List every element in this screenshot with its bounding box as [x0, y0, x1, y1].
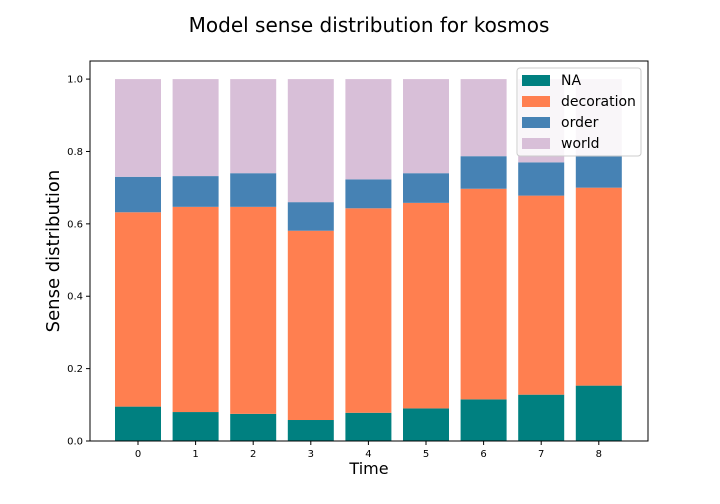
bar-NA-3	[287, 420, 334, 441]
legend-swatch-world	[522, 138, 550, 149]
bar-order-4	[345, 179, 392, 209]
bar-world-0	[115, 79, 161, 177]
bar-decoration-4	[345, 208, 392, 413]
bar-order-6	[460, 156, 507, 189]
y-tick-label: 0.0	[67, 437, 83, 448]
bar-order-3	[287, 202, 334, 231]
legend-label-world: world	[561, 136, 600, 152]
x-tick-label: 4	[365, 449, 371, 460]
plot-frame	[89, 60, 649, 442]
bar-decoration-3	[287, 230, 334, 421]
bar-NA-6	[460, 399, 507, 441]
axes-group: 0 1 2 3 4 5 6 7 8 0.0 0.2 0.4 0.6 0.8 1.0	[67, 60, 649, 460]
x-tick-label: 6	[480, 449, 486, 460]
y-tick-label: 0.4	[67, 292, 83, 303]
legend-label-NA: NA	[561, 73, 581, 89]
bar-order-5	[403, 173, 449, 203]
bar-world-2	[230, 79, 277, 174]
x-tick-label: 7	[538, 449, 544, 460]
bar-world-4	[345, 79, 392, 180]
x-tick-label: 0	[135, 449, 141, 460]
bar-order-7	[518, 162, 565, 196]
bar-NA-7	[518, 394, 565, 441]
y-tick-label: 0.6	[67, 219, 83, 230]
x-tick-label: 8	[596, 449, 602, 460]
x-axis-label: Time	[348, 459, 388, 478]
bar-NA-5	[403, 408, 449, 441]
bar-world-6	[460, 79, 507, 157]
x-tick-label: 2	[250, 449, 256, 460]
legend-swatch-NA	[522, 75, 550, 86]
y-tick-label: 0.8	[67, 147, 83, 158]
bar-NA-0	[115, 406, 161, 441]
bar-order-8	[575, 155, 622, 188]
legend-swatch-decoration	[522, 96, 550, 107]
bar-NA-4	[345, 412, 392, 441]
bar-decoration-8	[575, 187, 622, 386]
bar-decoration-6	[460, 188, 507, 400]
bar-world-3	[287, 79, 334, 203]
bar-decoration-5	[403, 202, 449, 409]
bar-order-2	[230, 173, 277, 207]
bar-world-5	[403, 79, 449, 174]
legend-box	[516, 67, 642, 157]
bar-NA-8	[575, 385, 622, 441]
bar-decoration-0	[115, 212, 161, 407]
bar-order-1	[172, 176, 219, 207]
x-tick-label: 3	[308, 449, 314, 460]
bar-NA-2	[230, 413, 277, 441]
legend-swatch-order	[522, 117, 550, 128]
chart-title: Model sense distribution for kosmos	[189, 13, 550, 37]
x-tick-label: 1	[192, 449, 198, 460]
legend-label-order: order	[561, 115, 599, 131]
bars-group	[115, 79, 622, 441]
bar-NA-1	[172, 412, 219, 441]
bar-decoration-2	[230, 206, 277, 414]
y-axis-label: Sense distribution	[43, 170, 64, 333]
bar-decoration-1	[172, 206, 219, 413]
bar-order-0	[115, 176, 161, 213]
bar-decoration-7	[518, 195, 565, 395]
bar-world-1	[172, 79, 219, 177]
legend-label-decoration: decoration	[561, 94, 636, 110]
x-tick-label: 5	[423, 449, 429, 460]
y-tick-label: 0.2	[67, 364, 83, 375]
legend: NA decoration order world	[516, 67, 642, 157]
y-tick-label: 1.0	[67, 75, 83, 86]
